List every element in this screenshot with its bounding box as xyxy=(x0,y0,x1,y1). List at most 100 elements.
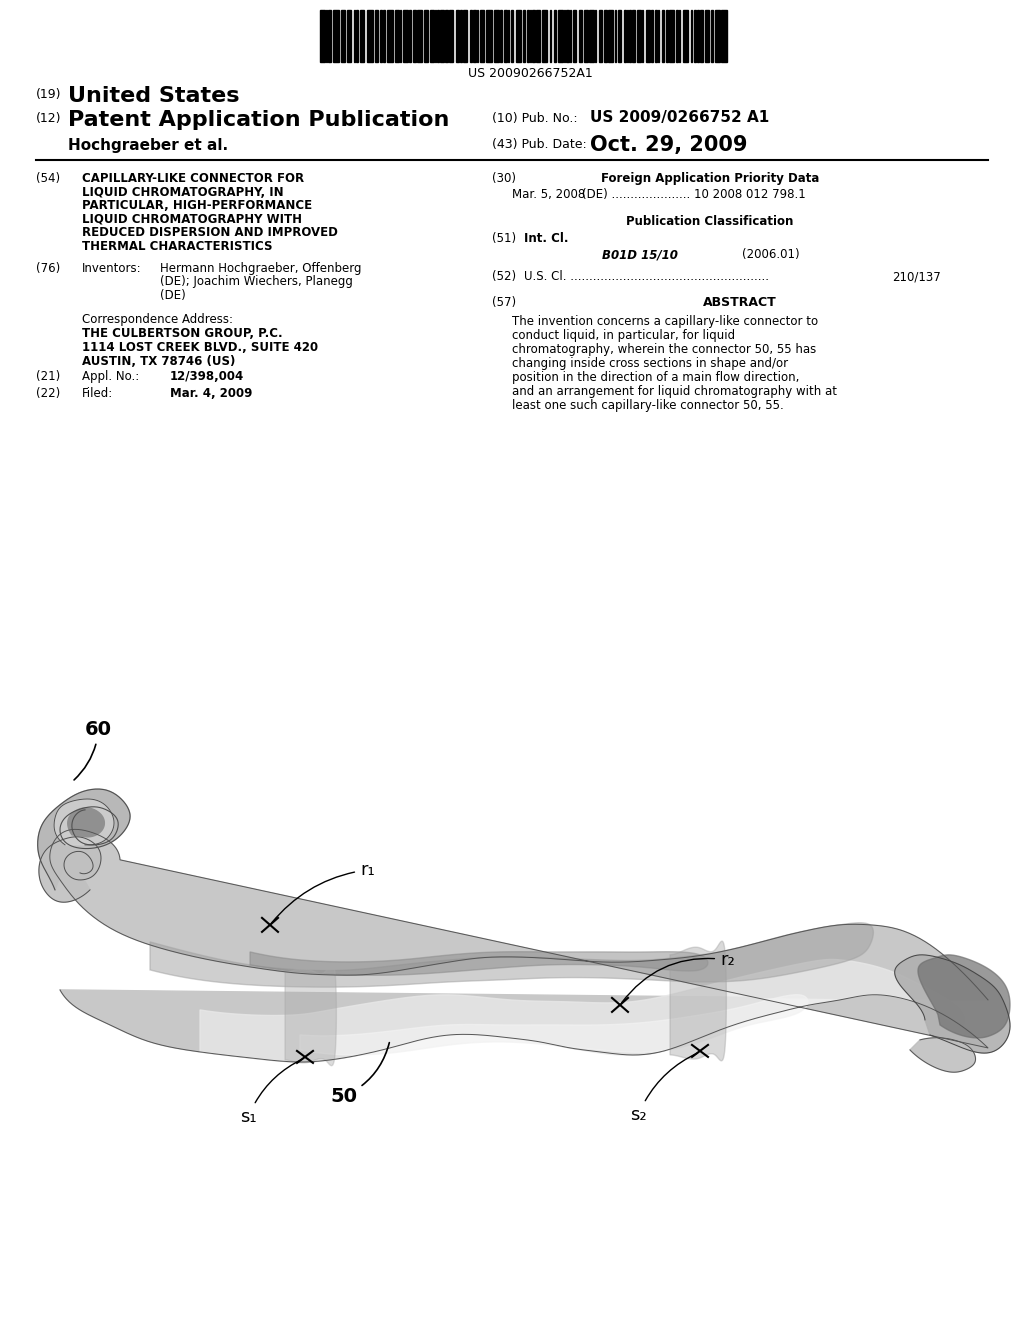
Bar xyxy=(445,11,449,62)
Text: Oct. 29, 2009: Oct. 29, 2009 xyxy=(590,135,748,154)
Bar xyxy=(646,11,650,62)
Bar xyxy=(599,11,602,62)
Text: Int. Cl.: Int. Cl. xyxy=(524,232,568,246)
Text: 60: 60 xyxy=(74,719,112,780)
Text: LIQUID CHROMATOGRAPHY WITH: LIQUID CHROMATOGRAPHY WITH xyxy=(82,213,302,226)
Bar xyxy=(375,11,378,62)
Bar xyxy=(341,11,345,62)
Text: (51): (51) xyxy=(492,232,516,246)
Bar xyxy=(463,11,467,62)
Text: Patent Application Publication: Patent Application Publication xyxy=(68,110,450,129)
Bar xyxy=(403,11,408,62)
Text: Correspondence Address:: Correspondence Address: xyxy=(82,313,233,326)
Text: U.S. Cl. .....................................................: U.S. Cl. ...............................… xyxy=(524,271,769,282)
Text: (57): (57) xyxy=(492,296,516,309)
Bar xyxy=(440,11,444,62)
Bar xyxy=(705,11,709,62)
Text: Hermann Hochgraeber, Offenberg: Hermann Hochgraeber, Offenberg xyxy=(160,261,361,275)
Bar xyxy=(333,11,339,62)
Text: (54): (54) xyxy=(36,172,60,185)
Text: Mar. 4, 2009: Mar. 4, 2009 xyxy=(170,387,252,400)
Bar xyxy=(430,11,434,62)
Bar xyxy=(473,11,476,62)
Text: Appl. No.:: Appl. No.: xyxy=(82,370,139,383)
Text: US 2009/0266752 A1: US 2009/0266752 A1 xyxy=(590,110,769,125)
Bar xyxy=(666,11,668,62)
Text: (43) Pub. Date:: (43) Pub. Date: xyxy=(492,139,587,150)
Bar xyxy=(637,11,641,62)
Text: (19): (19) xyxy=(36,88,61,102)
Bar xyxy=(608,11,613,62)
Text: REDUCED DISPERSION AND IMPROVED: REDUCED DISPERSION AND IMPROVED xyxy=(82,226,338,239)
Bar xyxy=(500,11,502,62)
Bar xyxy=(629,11,631,62)
Bar xyxy=(424,11,428,62)
Bar xyxy=(319,11,325,62)
Text: United States: United States xyxy=(68,86,240,106)
Polygon shape xyxy=(38,789,130,890)
Bar xyxy=(676,11,678,62)
Polygon shape xyxy=(895,954,1010,1053)
Text: (10) Pub. No.:: (10) Pub. No.: xyxy=(492,112,578,125)
Bar xyxy=(367,11,373,62)
Text: (DE): (DE) xyxy=(160,289,185,302)
Bar xyxy=(417,11,422,62)
Bar xyxy=(456,11,459,62)
Text: (30): (30) xyxy=(492,172,516,185)
Text: changing inside cross sections in shape and/or: changing inside cross sections in shape … xyxy=(512,356,788,370)
Bar xyxy=(662,11,664,62)
Bar xyxy=(700,11,703,62)
Polygon shape xyxy=(910,1038,976,1072)
Text: PARTICULAR, HIGH-PERFORMANCE: PARTICULAR, HIGH-PERFORMANCE xyxy=(82,199,312,213)
Text: 50: 50 xyxy=(330,1043,389,1106)
Bar xyxy=(697,11,699,62)
Text: THE CULBERTSON GROUP, P.C.: THE CULBERTSON GROUP, P.C. xyxy=(82,327,283,341)
Text: LIQUID CHROMATOGRAPHY, IN: LIQUID CHROMATOGRAPHY, IN xyxy=(82,186,284,198)
Polygon shape xyxy=(68,808,104,837)
Bar xyxy=(715,11,720,62)
Polygon shape xyxy=(150,923,873,987)
Bar xyxy=(655,11,657,62)
Bar xyxy=(356,11,358,62)
Bar xyxy=(504,11,507,62)
Bar xyxy=(516,11,521,62)
Text: CAPILLARY-LIKE CONNECTOR FOR: CAPILLARY-LIKE CONNECTOR FOR xyxy=(82,172,304,185)
Polygon shape xyxy=(200,960,965,1063)
Bar xyxy=(604,11,607,62)
Bar xyxy=(523,11,525,62)
Text: (52): (52) xyxy=(492,271,516,282)
Text: and an arrangement for liquid chromatography with at: and an arrangement for liquid chromatogr… xyxy=(512,385,837,399)
Text: least one such capillary-like connector 50, 55.: least one such capillary-like connector … xyxy=(512,399,783,412)
Text: The invention concerns a capillary-like connector to: The invention concerns a capillary-like … xyxy=(512,315,818,327)
Bar xyxy=(409,11,411,62)
Bar xyxy=(721,11,727,62)
Bar xyxy=(651,11,653,62)
Text: conduct liquid, in particular, for liquid: conduct liquid, in particular, for liqui… xyxy=(512,329,735,342)
Polygon shape xyxy=(918,954,1010,1038)
Text: (12): (12) xyxy=(36,112,61,125)
Text: ABSTRACT: ABSTRACT xyxy=(703,296,777,309)
Text: 12/398,004: 12/398,004 xyxy=(170,370,245,383)
Text: AUSTIN, TX 78746 (US): AUSTIN, TX 78746 (US) xyxy=(82,355,236,368)
Text: Foreign Application Priority Data: Foreign Application Priority Data xyxy=(601,172,819,185)
Bar xyxy=(480,11,484,62)
Bar xyxy=(584,11,588,62)
Bar xyxy=(554,11,556,62)
Text: Inventors:: Inventors: xyxy=(82,261,141,275)
Text: (2006.01): (2006.01) xyxy=(742,248,800,261)
Bar xyxy=(494,11,499,62)
Bar xyxy=(694,11,696,62)
Bar xyxy=(395,11,399,62)
Text: Filed:: Filed: xyxy=(82,387,114,400)
Bar xyxy=(413,11,416,62)
Bar xyxy=(470,11,472,62)
Text: Mar. 5, 2008: Mar. 5, 2008 xyxy=(512,187,586,201)
Bar xyxy=(511,11,513,62)
Bar xyxy=(449,11,453,62)
Bar xyxy=(558,11,563,62)
Bar xyxy=(579,11,582,62)
Polygon shape xyxy=(250,952,708,975)
Text: Hochgraeber et al.: Hochgraeber et al. xyxy=(68,139,228,153)
Text: position in the direction of a main flow direction,: position in the direction of a main flow… xyxy=(512,371,800,384)
Bar xyxy=(683,11,688,62)
